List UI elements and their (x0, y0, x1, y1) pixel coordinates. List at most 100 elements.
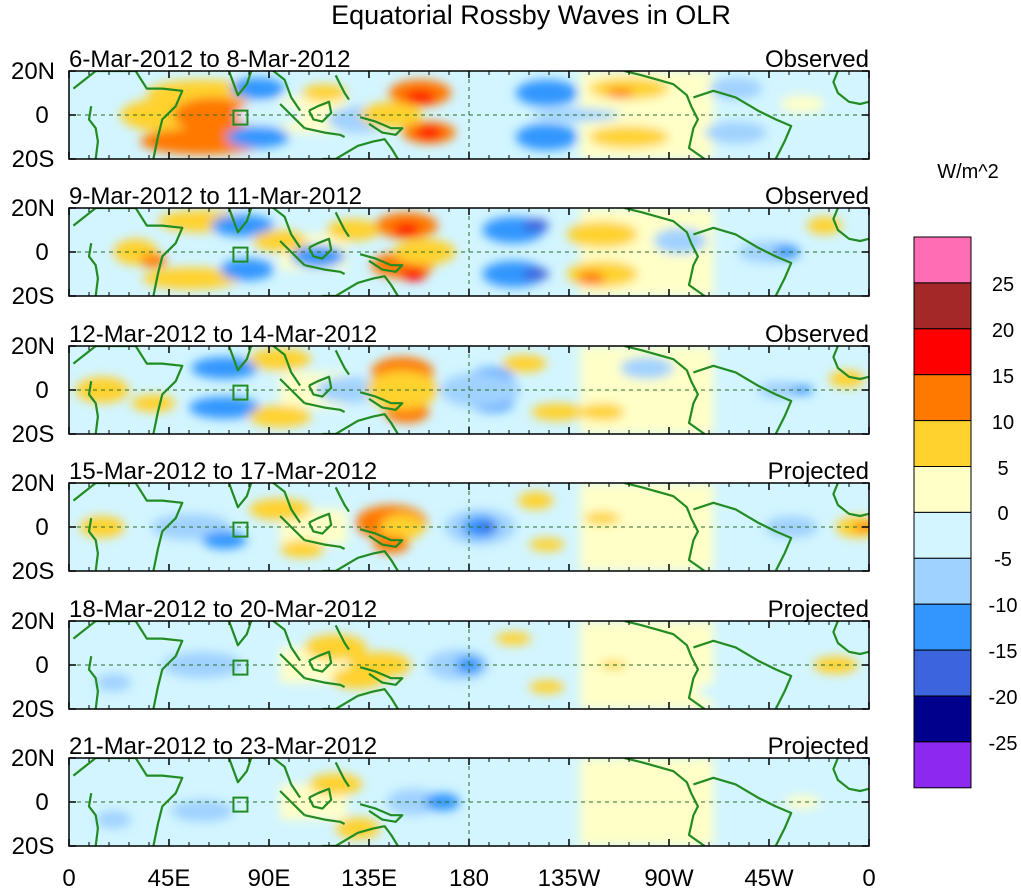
anomaly-blob (697, 682, 752, 701)
coastline (359, 391, 404, 411)
coastline (304, 264, 346, 275)
anomaly-blob (326, 219, 381, 241)
anomaly-blob (189, 396, 261, 419)
coastline (308, 512, 333, 535)
olr-anomaly-field (120, 71, 825, 159)
colorbar-swatch (913, 466, 972, 513)
lon-label-360: 0 (862, 865, 875, 890)
anomaly-blob (231, 77, 285, 100)
anomaly-blob (522, 219, 550, 233)
coastline (624, 346, 706, 434)
anomaly-blob (566, 260, 638, 288)
lat-label-eq: 0 (35, 652, 48, 679)
anomaly-blob (531, 403, 585, 421)
anomaly-blob (502, 354, 547, 373)
coastline (87, 106, 100, 159)
colorbar-unit: W/m^2 (937, 161, 999, 183)
coastline (322, 688, 399, 709)
coastline (191, 346, 302, 387)
coastline (191, 71, 302, 112)
coastlines (72, 71, 869, 159)
coastline (624, 208, 706, 296)
lon-label-45e: 45E (148, 865, 191, 890)
panel-date-range: 12-Mar-2012 to 14-Mar-2012 (69, 321, 377, 348)
coastline (624, 621, 706, 709)
coastline (279, 790, 306, 816)
anomaly-blob (791, 385, 814, 395)
region-box-marker (232, 796, 249, 813)
colorbar-tick: 5 (997, 458, 1008, 480)
colorbar-tick: 10 (992, 412, 1014, 434)
lat-label-eq: 0 (35, 102, 48, 129)
coastline (359, 116, 404, 136)
lat-label-20s: 20S (12, 558, 55, 585)
panel-status: Observed (765, 46, 869, 73)
lat-label-eq: 0 (35, 514, 48, 541)
anomaly-blob (529, 538, 565, 552)
anomaly-blob (515, 123, 578, 151)
colorbar-swatch (913, 328, 972, 376)
olr-anomaly-field (80, 483, 869, 571)
coastline (322, 550, 399, 571)
region-box-marker (232, 659, 249, 676)
coastline (72, 71, 184, 159)
anomaly-blob (349, 651, 412, 679)
coastline (304, 539, 346, 550)
lat-label-eq: 0 (35, 239, 48, 266)
anomaly-blob (813, 656, 858, 674)
lat-label-20n: 20N (11, 608, 55, 635)
olr-anomaly-field (95, 621, 858, 709)
anomaly-blob (620, 357, 674, 379)
coastline (87, 793, 100, 846)
lat-label-20n: 20N (11, 745, 55, 772)
coastline (308, 787, 333, 810)
coastlines (72, 621, 869, 709)
panel-date-range: 18-Mar-2012 to 20-Mar-2012 (69, 596, 377, 623)
coastline (72, 208, 184, 296)
coastline (304, 814, 346, 825)
colorbar-swatch (913, 236, 972, 284)
anomaly-blob (415, 126, 443, 140)
lat-label-20s: 20S (12, 421, 55, 448)
lon-label-45w: 45W (744, 865, 794, 890)
panel-status: Projected (768, 596, 869, 623)
coastlines (72, 483, 869, 571)
coastline (87, 656, 100, 709)
map-panel: 20N 0 20S 15-Mar-2012 to 17-Mar-2012 Project… (11, 458, 870, 585)
anomaly-blob (584, 511, 621, 525)
anomaly-blob (589, 126, 669, 148)
anomaly-blob (202, 531, 247, 549)
anomaly-blob (773, 245, 801, 259)
anomaly-blob (393, 223, 421, 237)
coastline (322, 275, 399, 296)
coastline (832, 208, 869, 243)
panel-status: Observed (765, 321, 869, 348)
coastline (308, 237, 333, 260)
coastline (334, 624, 350, 651)
lat-label-20s: 20S (12, 283, 55, 310)
coastline (334, 761, 350, 788)
lat-label-20s: 20S (12, 146, 55, 173)
lat-label-eq: 0 (35, 789, 48, 816)
anomaly-blob (580, 403, 625, 421)
coastline (693, 639, 793, 709)
colorbar-swatch (913, 374, 972, 422)
coastline (693, 776, 793, 846)
coastlines (72, 346, 869, 434)
coastline (87, 243, 100, 296)
anomaly-blob (373, 535, 409, 554)
coastline (279, 103, 306, 129)
lon-label-0: 0 (62, 865, 75, 890)
anomaly-blob (171, 799, 234, 822)
coastline (832, 621, 869, 656)
colorbar-tick: 20 (992, 320, 1014, 342)
coastline (308, 650, 333, 673)
anomaly-blob (220, 258, 274, 281)
region-box-marker (232, 384, 249, 401)
coastline (308, 375, 333, 398)
anomaly-blob (606, 88, 634, 98)
panel-status: Projected (768, 458, 869, 485)
lon-label-180: 180 (449, 865, 489, 890)
